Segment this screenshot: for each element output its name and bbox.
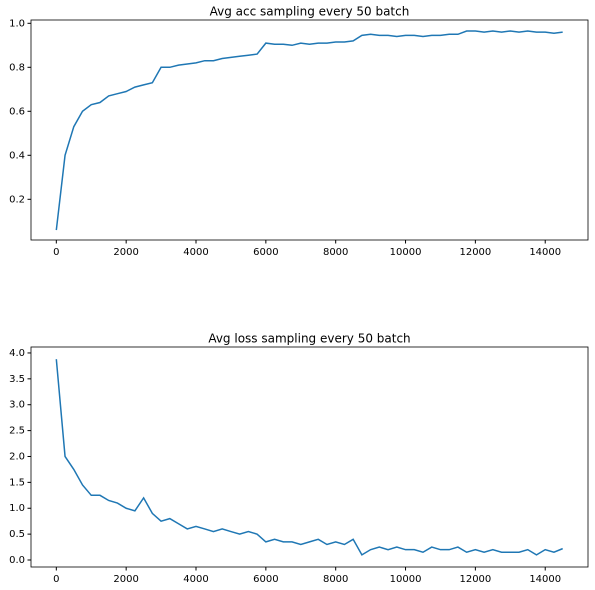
chart-title: Avg acc sampling every 50 batch	[210, 5, 410, 19]
y-tick-label: 0.2	[9, 194, 25, 205]
x-tick-label: 10000	[390, 247, 422, 258]
x-tick-label: 4000	[183, 247, 208, 258]
x-tick-label: 6000	[253, 247, 278, 258]
x-tick-label: 10000	[390, 574, 422, 585]
x-tick-label: 12000	[459, 247, 491, 258]
y-tick-label: 0.0	[9, 555, 25, 566]
axes-frame	[30, 19, 589, 241]
x-tick-label: 8000	[323, 247, 348, 258]
axes-frame	[30, 346, 589, 568]
data-line	[55, 30, 563, 231]
y-tick-label: 1.5	[9, 477, 25, 488]
y-tick-label: 2.5	[9, 426, 25, 437]
data-line	[55, 359, 563, 556]
y-tick-label: 3.5	[9, 374, 25, 385]
y-tick-label: 1.0	[9, 18, 25, 29]
y-tick-label: 4.0	[9, 348, 25, 359]
x-tick-label: 2000	[113, 247, 138, 258]
x-tick-label: 12000	[459, 574, 491, 585]
x-tick-label: 2000	[113, 574, 138, 585]
x-tick-label: 6000	[253, 574, 278, 585]
x-tick-label: 14000	[529, 574, 561, 585]
y-tick-label: 3.0	[9, 400, 25, 411]
x-tick-label: 4000	[183, 574, 208, 585]
chart-title: Avg loss sampling every 50 batch	[208, 332, 410, 346]
x-tick-label: 0	[53, 574, 59, 585]
x-tick-label: 0	[53, 247, 59, 258]
y-tick-label: 0.4	[9, 150, 25, 161]
x-tick-label: 8000	[323, 574, 348, 585]
x-tick-label: 14000	[529, 247, 561, 258]
y-tick-label: 1.0	[9, 503, 25, 514]
y-tick-label: 0.6	[9, 106, 25, 117]
y-tick-label: 2.0	[9, 451, 25, 462]
y-tick-label: 0.5	[9, 529, 25, 540]
y-tick-label: 0.8	[9, 62, 25, 73]
